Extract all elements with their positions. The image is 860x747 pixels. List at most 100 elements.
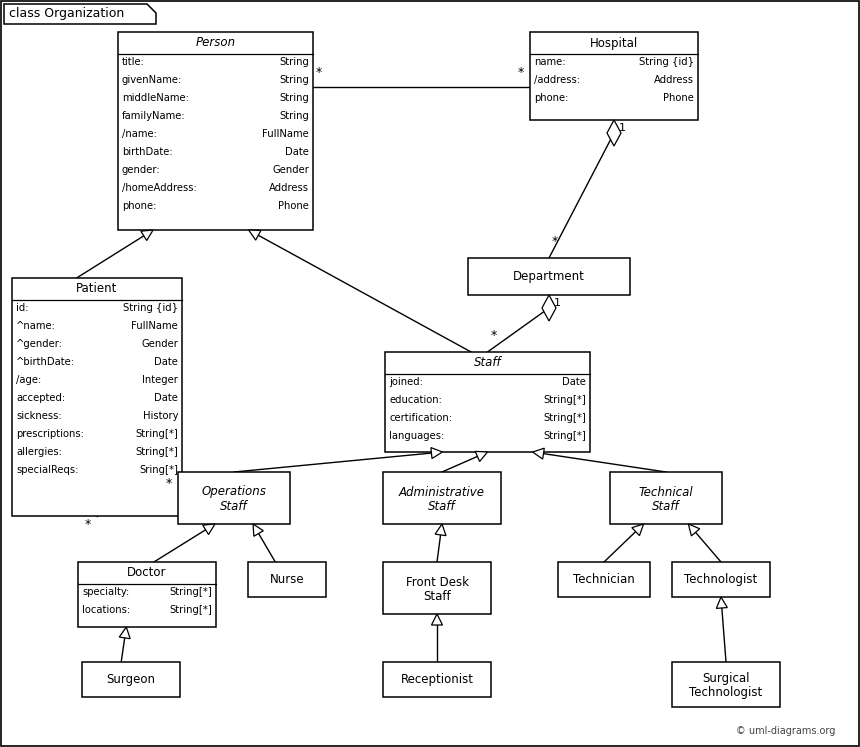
Polygon shape	[4, 4, 156, 24]
Text: Technologist: Technologist	[685, 573, 758, 586]
Text: allergies:: allergies:	[16, 447, 62, 457]
Text: Department: Department	[513, 270, 585, 283]
Text: middleName:: middleName:	[122, 93, 189, 103]
Bar	[558, 562, 650, 597]
Text: birthDate:: birthDate:	[122, 147, 173, 157]
Text: /address:: /address:	[534, 75, 580, 85]
Polygon shape	[141, 230, 153, 241]
Polygon shape	[435, 524, 446, 536]
Text: prescriptions:: prescriptions:	[16, 429, 84, 439]
Bar	[178, 472, 290, 524]
Bar	[468, 258, 630, 295]
Text: /name:: /name:	[122, 129, 157, 139]
Text: languages:: languages:	[389, 431, 445, 441]
Text: String[*]: String[*]	[544, 413, 586, 423]
Text: Technical: Technical	[639, 486, 693, 498]
Text: Gender: Gender	[272, 165, 309, 175]
Text: 1: 1	[554, 298, 561, 308]
Polygon shape	[253, 524, 263, 536]
Text: name:: name:	[534, 57, 566, 67]
Text: *: *	[490, 329, 497, 342]
Text: Receptionist: Receptionist	[401, 673, 474, 686]
Bar	[12, 278, 182, 516]
Text: ^birthDate:: ^birthDate:	[16, 357, 75, 367]
Text: Administrative: Administrative	[399, 486, 485, 498]
Text: joined:: joined:	[389, 377, 423, 387]
Text: Hospital: Hospital	[590, 37, 638, 49]
Bar	[248, 562, 326, 597]
Text: Phone: Phone	[663, 93, 694, 103]
Text: familyName:: familyName:	[122, 111, 186, 121]
Text: String[*]: String[*]	[135, 429, 178, 439]
Bar	[383, 562, 491, 614]
Text: ^gender:: ^gender:	[16, 339, 63, 349]
Text: Date: Date	[154, 357, 178, 367]
Text: Patient: Patient	[77, 282, 118, 296]
Text: Doctor: Doctor	[127, 566, 167, 580]
Text: title:: title:	[122, 57, 144, 67]
Text: Front Desk: Front Desk	[406, 575, 469, 589]
Text: © uml-diagrams.org: © uml-diagrams.org	[735, 726, 835, 736]
Polygon shape	[688, 524, 700, 536]
Text: 1: 1	[619, 123, 626, 133]
Text: Technologist: Technologist	[690, 686, 763, 699]
Text: specialty:: specialty:	[82, 587, 129, 597]
Text: Date: Date	[154, 393, 178, 403]
Text: Staff: Staff	[474, 356, 501, 370]
Text: locations:: locations:	[82, 605, 130, 615]
Polygon shape	[120, 627, 130, 639]
Text: *: *	[518, 66, 525, 79]
Bar	[672, 562, 770, 597]
Text: Integer: Integer	[142, 375, 178, 385]
Text: String: String	[280, 57, 309, 67]
Text: *: *	[316, 66, 322, 79]
Text: /age:: /age:	[16, 375, 41, 385]
Text: phone:: phone:	[534, 93, 568, 103]
Text: Nurse: Nurse	[270, 573, 304, 586]
Text: Surgical: Surgical	[703, 672, 750, 685]
Text: Address: Address	[269, 183, 309, 193]
Text: String {id}: String {id}	[123, 303, 178, 313]
Polygon shape	[431, 447, 442, 459]
Text: Technician: Technician	[573, 573, 635, 586]
Text: String[*]: String[*]	[135, 447, 178, 457]
Text: *: *	[85, 518, 91, 531]
Polygon shape	[632, 524, 643, 536]
Text: sickness:: sickness:	[16, 411, 62, 421]
Text: Date: Date	[286, 147, 309, 157]
Text: Staff: Staff	[423, 589, 451, 603]
Text: Sring[*]: Sring[*]	[139, 465, 178, 475]
Bar	[610, 472, 722, 524]
Polygon shape	[203, 524, 215, 535]
Text: Staff: Staff	[652, 500, 679, 512]
Text: String: String	[280, 111, 309, 121]
Polygon shape	[476, 451, 488, 462]
Bar	[530, 32, 698, 120]
Bar	[118, 32, 313, 230]
Text: String: String	[280, 93, 309, 103]
Bar	[383, 472, 501, 524]
Text: String {id}: String {id}	[639, 57, 694, 67]
Text: specialReqs:: specialReqs:	[16, 465, 78, 475]
Text: String[*]: String[*]	[544, 395, 586, 405]
Text: Gender: Gender	[141, 339, 178, 349]
Text: FullName: FullName	[132, 321, 178, 331]
Text: String: String	[280, 75, 309, 85]
Polygon shape	[532, 448, 544, 459]
Text: Address: Address	[654, 75, 694, 85]
Text: certification:: certification:	[389, 413, 452, 423]
Text: givenName:: givenName:	[122, 75, 182, 85]
Polygon shape	[249, 230, 261, 240]
Bar	[82, 662, 180, 697]
Bar	[385, 352, 590, 452]
Text: Date: Date	[562, 377, 586, 387]
Text: FullName: FullName	[262, 129, 309, 139]
Text: education:: education:	[389, 395, 442, 405]
Text: id:: id:	[16, 303, 28, 313]
Text: Surgeon: Surgeon	[107, 673, 156, 686]
Polygon shape	[607, 120, 621, 146]
Text: gender:: gender:	[122, 165, 161, 175]
Text: String[*]: String[*]	[169, 605, 212, 615]
Text: ^name:: ^name:	[16, 321, 56, 331]
Text: class Organization: class Organization	[9, 7, 124, 20]
